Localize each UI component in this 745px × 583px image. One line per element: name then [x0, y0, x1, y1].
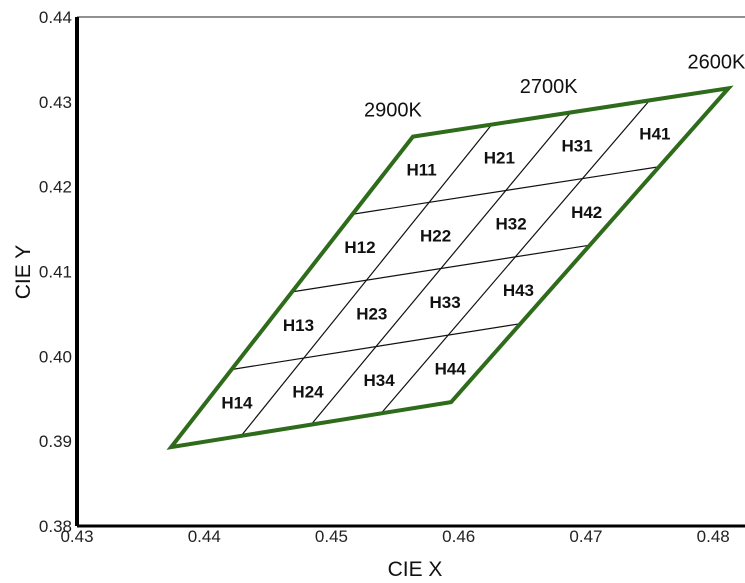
y-axis-title: CIE Y: [12, 245, 35, 299]
y-tick-label: 0.40: [39, 347, 72, 366]
plot-frame: [75, 16, 745, 528]
bin-label: H33: [430, 293, 461, 312]
cct-label: 2700K: [520, 76, 578, 98]
y-tick-label: 0.43: [39, 93, 72, 112]
cct-label: 2600K: [688, 51, 745, 73]
bin-divider-horizontal: [291, 244, 590, 293]
x-axis-title: CIE X: [388, 558, 443, 581]
x-tick-labels: 0.43 0.44 0.45 0.46 0.47 0.48: [60, 527, 729, 546]
bin-label: H21: [484, 148, 515, 167]
x-tick-label: 0.48: [697, 527, 730, 546]
bin-label: H44: [435, 360, 467, 379]
y-tick-label: 0.38: [39, 517, 72, 536]
bin-label: H22: [420, 226, 451, 245]
bin-label: H13: [283, 316, 314, 335]
x-tick-label: 0.45: [315, 527, 348, 546]
cct-labels: 2900K 2700K 2600K: [364, 51, 745, 121]
bin-label: H32: [496, 215, 527, 234]
y-tick-labels: 0.38 0.39 0.40 0.41 0.42 0.43 0.44: [39, 8, 72, 536]
x-tick-label: 0.44: [188, 527, 221, 546]
y-tick-label: 0.44: [39, 8, 72, 27]
bin-boundary: [166, 85, 734, 450]
bin-outline: [166, 85, 734, 450]
bin-label: H14: [221, 394, 253, 413]
bin-label: H43: [503, 281, 534, 300]
y-tick-label: 0.41: [39, 263, 72, 282]
bin-divider-horizontal: [231, 323, 521, 371]
bin-label: H24: [292, 382, 324, 401]
bin-label: H41: [639, 124, 670, 143]
bin-label: H34: [364, 371, 396, 390]
bin-grid: [231, 99, 660, 437]
x-tick-label: 0.46: [442, 527, 475, 546]
bin-label: H23: [356, 304, 387, 323]
bin-divider-horizontal: [352, 166, 660, 215]
bin-label: H42: [571, 203, 602, 222]
y-tick-label: 0.42: [39, 178, 72, 197]
bin-label: H11: [406, 160, 436, 179]
bin-label: H12: [344, 238, 375, 257]
x-tick-label: 0.43: [60, 527, 93, 546]
cct-label: 2900K: [364, 100, 422, 122]
bin-label: H31: [562, 136, 593, 155]
bin-labels: H11 H21 H31 H41 H12 H22 H32 H42 H13 H23 H33 H43 H14 H…: [221, 124, 670, 412]
x-tick-label: 0.47: [569, 527, 602, 546]
y-tick-label: 0.39: [39, 432, 72, 451]
